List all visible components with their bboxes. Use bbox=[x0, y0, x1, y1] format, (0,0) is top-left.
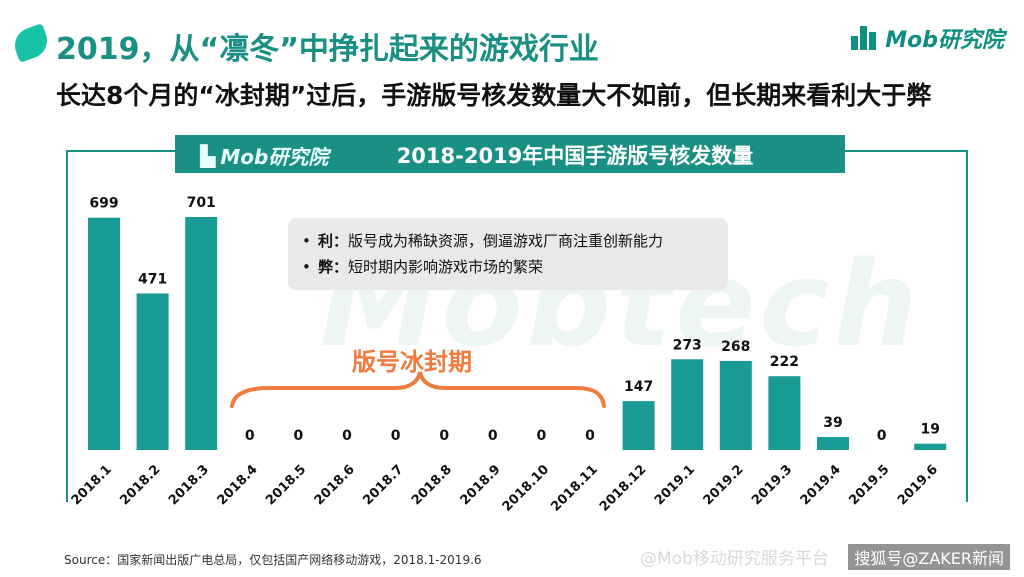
chart-banner bbox=[175, 135, 845, 173]
data-label: 39 bbox=[823, 415, 842, 431]
pros-cons-callout: 利：版号成为稀缺资源，倒逼游戏厂商注重创新能力 弊：短时期内影响游戏市场的繁荣 bbox=[288, 218, 728, 290]
x-tick-label: 2018.4 bbox=[215, 462, 261, 508]
callout-item-label: 利： bbox=[318, 232, 349, 250]
data-label: 0 bbox=[391, 428, 401, 444]
x-tick-label: 2018.7 bbox=[360, 462, 406, 508]
brand-logo: Mob研究院 bbox=[851, 22, 1004, 54]
data-label: 0 bbox=[877, 428, 887, 444]
x-tick-label: 2018.1 bbox=[69, 462, 115, 508]
data-label: 0 bbox=[245, 428, 255, 444]
x-tick-label: 2018.2 bbox=[117, 462, 163, 508]
data-label: 0 bbox=[585, 428, 595, 444]
data-label: 0 bbox=[488, 428, 498, 444]
watermark-credit-right: 搜狐号@ZAKER新闻 bbox=[848, 544, 1010, 570]
page-title: 2019，从“凛冬”中挣扎起来的游戏行业 bbox=[56, 32, 599, 67]
data-label: 701 bbox=[187, 195, 216, 211]
bar-2019.6 bbox=[914, 443, 947, 450]
callout-item-con: 弊：短时期内影响游戏市场的繁荣 bbox=[302, 254, 728, 280]
x-tick-label: 2019.6 bbox=[895, 462, 941, 508]
data-label: 19 bbox=[920, 422, 939, 438]
data-label: 0 bbox=[439, 428, 449, 444]
x-tick-label: 2019.5 bbox=[846, 462, 892, 508]
brand-icon bbox=[851, 26, 879, 50]
callout-item-pro: 利：版号成为稀缺资源，倒逼游戏厂商注重创新能力 bbox=[302, 228, 728, 254]
callout-item-text: 短时期内影响游戏市场的繁荣 bbox=[348, 258, 544, 276]
data-label: 699 bbox=[89, 196, 118, 212]
x-tick-label: 2018.3 bbox=[166, 462, 212, 508]
bar-2018.2 bbox=[136, 293, 169, 450]
banner-logo-icon: ▙ bbox=[200, 143, 216, 168]
watermark-credit-left: @Mob移动研究服务平台 bbox=[640, 549, 829, 569]
page-subtitle: 长达8个月的“冰封期”过后，手游版号核发数量大不如前，但长期来看利大于弊 bbox=[56, 81, 932, 110]
bar-2018.12 bbox=[622, 401, 655, 450]
bar-2018.3 bbox=[185, 217, 218, 450]
bar-2019.3 bbox=[768, 376, 801, 450]
data-label: 268 bbox=[721, 339, 750, 355]
banner-logo-text: Mob研究院 bbox=[220, 145, 329, 169]
bar-2019.1 bbox=[671, 359, 704, 450]
data-label: 0 bbox=[294, 428, 304, 444]
x-tick-label: 2018.5 bbox=[263, 462, 309, 508]
data-label: 222 bbox=[770, 354, 799, 370]
callout-item-text: 版号成为稀缺资源，倒逼游戏厂商注重创新能力 bbox=[348, 232, 664, 250]
banner-logo: ▙ Mob研究院 bbox=[200, 141, 328, 170]
brand-text: Mob研究院 bbox=[885, 28, 1004, 53]
bar-2019.4 bbox=[817, 437, 849, 450]
chart-title: 2018-2019年中国手游版号核发数量 bbox=[396, 144, 754, 168]
bar-2018.1 bbox=[88, 217, 120, 450]
x-tick-label: 2019.2 bbox=[701, 462, 747, 508]
x-tick-label: 2018.6 bbox=[312, 462, 358, 508]
freeze-period-label: 版号冰封期 bbox=[352, 348, 472, 376]
data-label: 0 bbox=[537, 428, 547, 444]
data-label: 273 bbox=[673, 337, 702, 353]
callout-item-label: 弊： bbox=[318, 258, 349, 276]
source-note: Source：国家新闻出版广电总局，仅包括国产网络移动游戏，2018.1-201… bbox=[64, 553, 482, 567]
x-tick-label: 2019.3 bbox=[749, 462, 795, 508]
data-label: 147 bbox=[624, 379, 653, 395]
x-tick-label: 2019.1 bbox=[652, 462, 698, 508]
x-tick-label: 2019.4 bbox=[798, 462, 844, 508]
freeze-bracket bbox=[230, 371, 606, 408]
x-tick-label: 2018.11 bbox=[548, 462, 600, 514]
x-tick-label: 2018.12 bbox=[597, 462, 649, 514]
x-tick-label: 2018.10 bbox=[500, 462, 552, 514]
bar-2019.2 bbox=[719, 360, 752, 450]
data-label: 471 bbox=[138, 271, 167, 287]
x-tick-label: 2018.8 bbox=[409, 462, 455, 508]
x-tick-label: 2018.9 bbox=[458, 462, 504, 508]
data-label: 0 bbox=[342, 428, 352, 444]
